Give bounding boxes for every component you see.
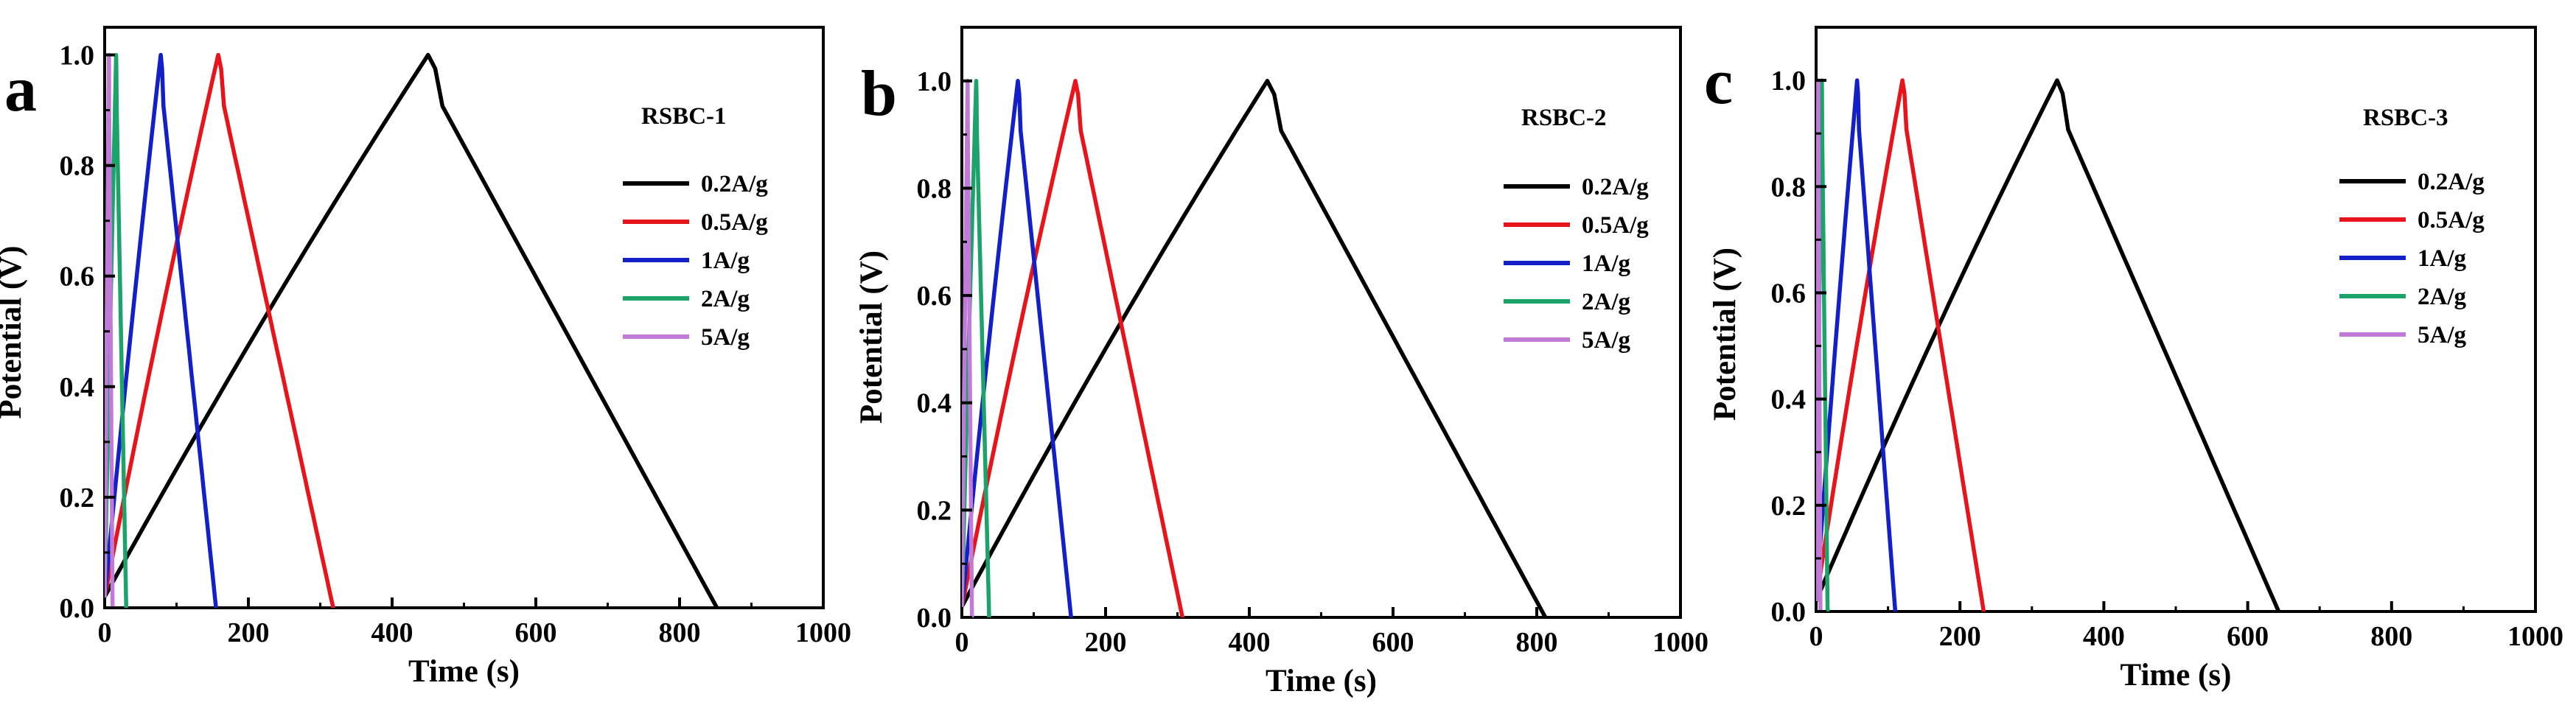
chart-title: RSBC-3 (2363, 105, 2448, 131)
chart-panel-a: 0 200 400 600 800 1000 0.0 0.2 0.4 0.6 0.8 1.0 Time … (0, 26, 851, 689)
x-tick-label: 0 (1809, 621, 1823, 652)
x-tick-label: 800 (659, 617, 701, 648)
y-tick-label: 0.2 (917, 495, 952, 526)
y-tick-label: 0.4 (60, 372, 95, 403)
x-tick-label: 200 (228, 617, 270, 648)
legend-label: 0.2A/g (701, 171, 768, 197)
y-tick-label: 0.8 (917, 173, 952, 204)
panel-letter: a (4, 54, 37, 125)
x-tick-label: 1000 (1652, 627, 1708, 658)
legend-label: 5A/g (2418, 322, 2467, 348)
x-tick-label: 400 (1229, 627, 1271, 658)
y-tick-label: 0.0 (1771, 597, 1807, 628)
legend-label: 1A/g (2418, 245, 2467, 272)
legend-label: 1A/g (701, 248, 750, 274)
series-line-1ag (1816, 78, 1898, 611)
y-axis-title: Potential (V) (854, 250, 889, 424)
y-tick-label: 0.6 (1771, 278, 1807, 309)
curves-group (962, 79, 1548, 617)
y-axis-title: Potential (V) (0, 245, 28, 418)
series-line-05ag (1816, 78, 1986, 611)
series-line-05ag (105, 52, 335, 608)
panel-letter: c (1704, 46, 1733, 118)
x-tick-label: 600 (2227, 621, 2269, 652)
x-tick-label: 400 (371, 617, 413, 648)
x-tick-label: 400 (2083, 621, 2125, 652)
legend-label: 0.5A/g (701, 209, 768, 236)
y-tick-label: 1.0 (917, 66, 952, 97)
y-tick-label: 0.4 (917, 388, 952, 419)
y-tick-label: 0.0 (60, 593, 95, 624)
legend-label: 2A/g (1582, 289, 1631, 315)
x-tick-label: 1000 (2507, 621, 2563, 652)
x-tick-label: 600 (515, 617, 557, 648)
chart-panel-c: 0 200 400 600 800 1000 0.0 0.2 0.4 0.6 0.8 1.0 Time … (1704, 26, 2563, 693)
x-axis-title: Time (s) (408, 654, 520, 689)
x-tick-label: 0 (98, 617, 112, 648)
y-tick-label: 1.0 (60, 41, 95, 71)
curves-group (105, 52, 719, 608)
y-tick-label: 0.8 (1771, 172, 1807, 203)
chart-title: RSBC-1 (641, 103, 727, 130)
series-line-02ag (962, 79, 1548, 617)
x-tick-label: 600 (1372, 627, 1414, 658)
y-tick-label: 0.6 (60, 262, 95, 292)
x-axis-title: Time (s) (2121, 658, 2232, 693)
legend-label: 5A/g (701, 324, 750, 351)
x-axis-title: Time (s) (1266, 664, 1377, 698)
x-tick-label: 800 (2370, 621, 2412, 652)
series-line-2ag (962, 79, 991, 617)
panel-letter: b (861, 58, 897, 130)
legend-label: 1A/g (1582, 250, 1631, 277)
legend-label: 0.2A/g (2418, 169, 2485, 195)
x-tick-label: 1000 (795, 617, 851, 648)
legend-label: 2A/g (701, 286, 750, 312)
legend-label: 0.5A/g (1582, 212, 1649, 239)
series-line-2ag (105, 52, 129, 608)
y-tick-label: 1.0 (1771, 66, 1807, 97)
legend-label: 5A/g (1582, 327, 1631, 354)
y-tick-label: 0.2 (60, 483, 95, 514)
y-tick-label: 0.4 (1771, 385, 1807, 416)
y-tick-label: 0.8 (60, 151, 95, 182)
series-line-05ag (962, 79, 1185, 617)
legend-label: 2A/g (2418, 284, 2467, 310)
y-tick-label: 0.2 (1771, 491, 1807, 522)
legend-label: 0.5A/g (2418, 207, 2485, 234)
y-tick-label: 0.6 (917, 281, 952, 312)
x-tick-label: 200 (1085, 627, 1127, 658)
x-tick-label: 0 (955, 627, 969, 658)
y-axis-title: Potential (V) (1708, 248, 1742, 421)
x-tick-label: 800 (1516, 627, 1558, 658)
y-tick-label: 0.0 (917, 603, 952, 634)
chart-title: RSBC-2 (1521, 105, 1607, 131)
legend-label: 0.2A/g (1582, 174, 1649, 200)
series-line-02ag (105, 52, 719, 608)
series-line-02ag (1816, 78, 2281, 611)
chart-panel-b: 0 200 400 600 800 1000 0.0 0.2 0.4 0.6 0.8 1.0 Time … (854, 26, 1708, 698)
x-tick-label: 200 (1939, 621, 1981, 652)
series-line-1ag (962, 79, 1073, 617)
